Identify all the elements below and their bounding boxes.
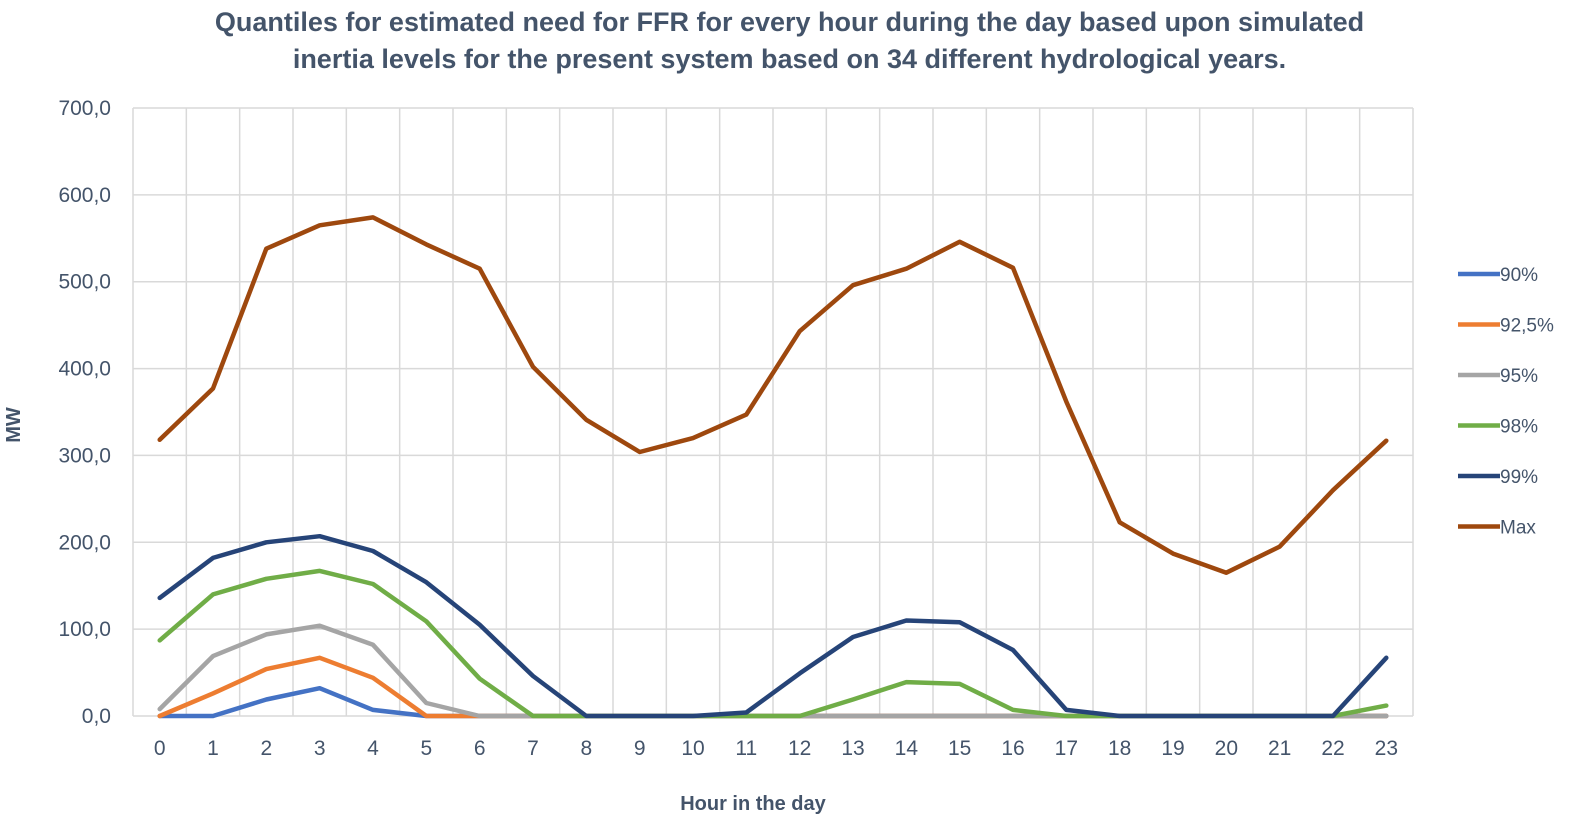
chart-title-line-1: Quantiles for estimated need for FFR for… xyxy=(214,7,1365,37)
y-tick-label: 200,0 xyxy=(58,531,111,554)
y-tick-label: 700,0 xyxy=(58,97,111,120)
x-tick-label: 9 xyxy=(634,737,646,760)
series-line-4 xyxy=(157,533,1389,719)
x-tick-label: 13 xyxy=(841,737,864,760)
legend: 90% 92,5% 95% 98% 99% Max xyxy=(1458,265,1554,539)
x-tick-label: 7 xyxy=(527,737,539,760)
x-tick-label: 3 xyxy=(314,737,326,760)
series-line-5 xyxy=(157,215,1389,575)
x-tick-label: 12 xyxy=(788,737,811,760)
gridlines xyxy=(132,107,1414,717)
y-axis-ticks: 0,0 100,0 200,0 300,0 400,0 500,0 600,0 700,0 xyxy=(58,97,111,728)
legend-label: 98% xyxy=(1500,417,1538,438)
x-tick-label: 1 xyxy=(207,737,219,760)
x-tick-label: 5 xyxy=(420,737,432,760)
legend-label: 92,5% xyxy=(1500,316,1554,337)
y-tick-label: 400,0 xyxy=(58,358,111,381)
y-tick-label: 300,0 xyxy=(58,444,111,467)
x-tick-label: 19 xyxy=(1161,737,1184,760)
x-tick-label: 8 xyxy=(580,737,592,760)
x-tick-label: 23 xyxy=(1375,737,1398,760)
y-tick-label: 600,0 xyxy=(58,184,111,207)
x-tick-label: 2 xyxy=(260,737,272,760)
series-lines xyxy=(157,215,1389,719)
legend-label: Max xyxy=(1500,518,1536,539)
x-tick-label: 0 xyxy=(154,737,166,760)
x-axis-label: Hour in the day xyxy=(680,793,826,815)
x-tick-label: 17 xyxy=(1055,737,1078,760)
x-tick-label: 6 xyxy=(474,737,486,760)
chart-title: Quantiles for estimated need for FFR for… xyxy=(0,4,1579,78)
legend-label: 90% xyxy=(1500,265,1538,286)
legend-label: 95% xyxy=(1500,366,1538,387)
y-tick-label: 0,0 xyxy=(82,705,111,728)
x-tick-label: 11 xyxy=(735,737,757,760)
x-tick-label: 21 xyxy=(1268,737,1291,760)
x-tick-label: 20 xyxy=(1215,737,1238,760)
x-tick-label: 22 xyxy=(1321,737,1344,760)
x-axis-ticks: 0 1 2 3 4 5 6 7 8 9 10 11 12 13 14 15 16 17 18 19 20 21 22 23 xyxy=(154,737,1398,760)
x-tick-label: 15 xyxy=(948,737,971,760)
legend-label: 99% xyxy=(1500,467,1538,488)
x-tick-label: 10 xyxy=(681,737,704,760)
y-tick-label: 100,0 xyxy=(58,618,111,641)
x-tick-label: 4 xyxy=(367,737,379,760)
y-axis-label: MW xyxy=(3,407,25,443)
x-tick-label: 18 xyxy=(1108,737,1131,760)
chart-title-line-2: inertia levels for the present system ba… xyxy=(292,44,1287,74)
y-tick-label: 500,0 xyxy=(58,271,111,294)
x-tick-label: 16 xyxy=(1001,737,1024,760)
x-tick-label: 14 xyxy=(895,737,919,760)
